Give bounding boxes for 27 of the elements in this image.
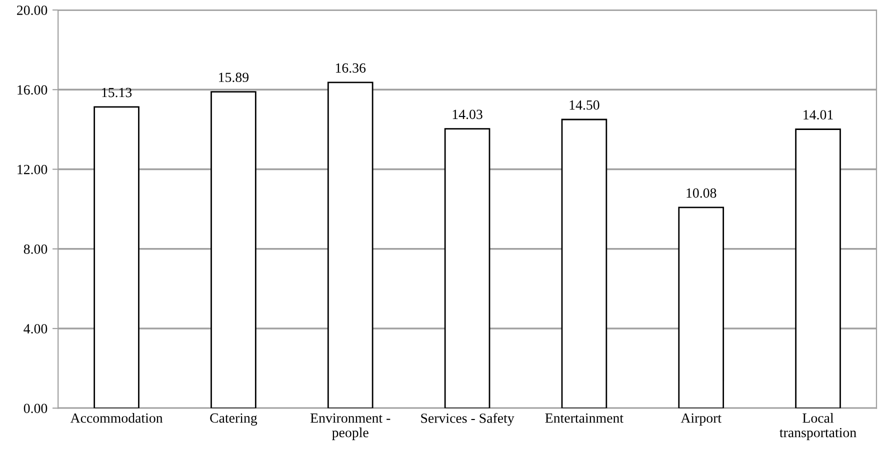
x-tick-label: Accommodation	[70, 412, 163, 423]
bar	[210, 91, 256, 408]
data-label: 16.36	[336, 63, 366, 73]
bar	[561, 118, 608, 408]
x-tick-label: Local transportation	[780, 412, 856, 440]
y-tick-label: 8.00	[24, 244, 48, 254]
y-tick-label: 4.00	[24, 324, 48, 334]
x-tick-label: Services - Safety	[421, 412, 514, 426]
data-label: 15.13	[102, 88, 132, 98]
x-tick-label: Environment - people	[310, 413, 390, 440]
data-label: 14.50	[570, 100, 600, 110]
bar	[327, 82, 374, 408]
x-tick-label: Catering	[210, 413, 258, 426]
y-tick-label: 16.00	[18, 85, 48, 95]
y-tick-label: 0.00	[24, 404, 48, 414]
bar	[94, 106, 140, 408]
data-label: 14.01	[804, 110, 833, 120]
bar	[444, 128, 490, 408]
x-tick-label: Airport	[680, 413, 722, 426]
y-tick-label: 12.00	[18, 164, 48, 174]
bar	[678, 206, 724, 408]
data-label: 14.03	[452, 110, 482, 120]
y-tick-label: 20.00	[17, 6, 48, 16]
bar	[795, 128, 841, 408]
data-label: 10.08	[686, 188, 716, 198]
data-label: 15.89	[219, 72, 249, 82]
x-tick-label: Entertainment	[545, 413, 624, 423]
